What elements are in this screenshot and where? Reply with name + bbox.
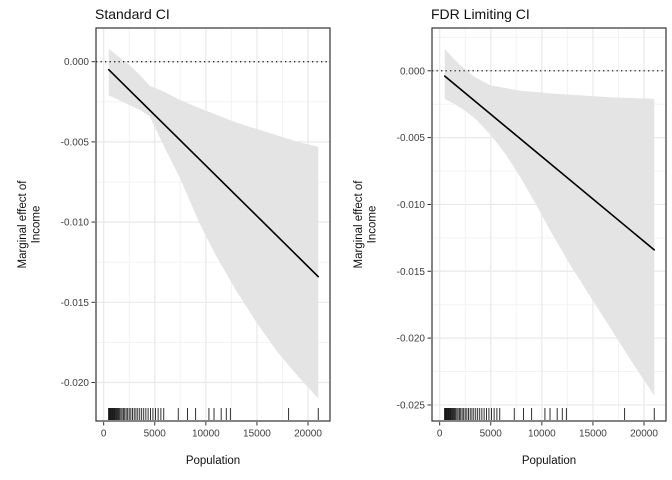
y-tick-label: 0.000 — [400, 66, 425, 77]
y-axis-title: Marginal effect of Income — [353, 180, 379, 269]
y-tick-label: -0.020 — [397, 334, 426, 345]
y-tick-label: -0.005 — [61, 137, 90, 148]
y-axis-title-line1: Marginal effect of — [353, 180, 365, 269]
x-tick-label: 0 — [437, 429, 443, 440]
x-tick-label: 10000 — [528, 429, 556, 440]
panel-border — [95, 27, 331, 422]
fdr-limiting-ci-panel: 0 5000 10000 15000 20000 0.000 -0.005 -0.010 -0.… — [353, 6, 667, 467]
x-tick-label: 20000 — [294, 429, 322, 440]
panel-title: FDR Limiting CI — [431, 6, 530, 22]
x-tick-label: 5000 — [480, 429, 503, 440]
population-rug — [108, 408, 319, 420]
y-axis-title-line2: Income — [31, 206, 43, 244]
y-axis-title-line2: Income — [367, 206, 379, 244]
x-tick-label: 10000 — [192, 429, 220, 440]
y-tick-label: -0.015 — [61, 298, 90, 309]
y-tick-label: -0.010 — [61, 218, 90, 229]
confidence-band — [444, 48, 655, 396]
x-tick-label: 0 — [101, 429, 107, 440]
y-tick-label: 0.000 — [64, 57, 89, 68]
marginal-effect-line — [107, 68, 320, 278]
y-tick-label: -0.010 — [397, 200, 426, 211]
panel-title: Standard CI — [95, 6, 170, 22]
marginal-effect-line — [443, 75, 656, 251]
x-axis-title: Population — [186, 455, 240, 467]
y-tick-label: -0.005 — [397, 133, 426, 144]
y-axis-title-line1: Marginal effect of — [17, 180, 29, 269]
y-tick-label: -0.015 — [397, 267, 426, 278]
x-tick-label: 20000 — [630, 429, 658, 440]
standard-ci-panel: 0 5000 10000 15000 20000 0.000 -0.005 -0.010 -0.… — [17, 6, 331, 467]
plot-area: 0 5000 10000 15000 20000 0.000 -0.005 -0.010 -0.… — [61, 27, 331, 440]
population-rug — [444, 408, 655, 420]
x-tick-label: 5000 — [144, 429, 167, 440]
y-tick-label: -0.025 — [397, 400, 426, 411]
confidence-band — [108, 48, 319, 399]
x-axis-title: Population — [522, 455, 576, 467]
plot-area: 0 5000 10000 15000 20000 0.000 -0.005 -0.010 -0.… — [397, 27, 667, 440]
y-tick-label: -0.020 — [61, 378, 90, 389]
panel-border — [431, 27, 667, 422]
x-tick-label: 15000 — [579, 429, 607, 440]
x-tick-label: 15000 — [243, 429, 271, 440]
y-axis-title: Marginal effect of Income — [17, 180, 43, 269]
